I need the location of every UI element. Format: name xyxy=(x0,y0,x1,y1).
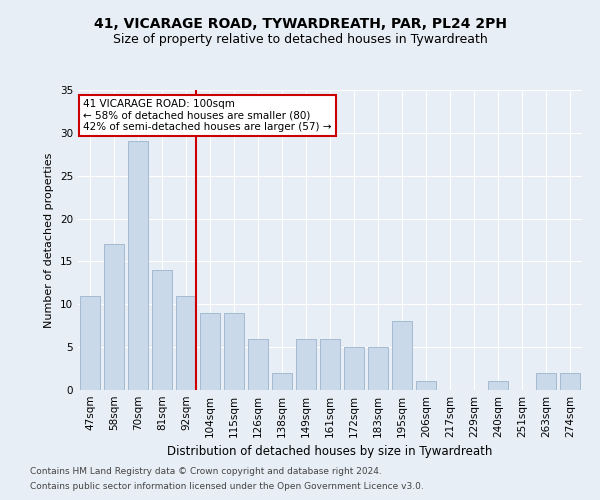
Bar xyxy=(296,338,316,390)
Bar xyxy=(416,382,436,390)
Bar xyxy=(536,373,556,390)
Bar xyxy=(104,244,124,390)
Bar xyxy=(224,313,244,390)
Bar xyxy=(200,313,220,390)
Bar xyxy=(80,296,100,390)
Bar xyxy=(152,270,172,390)
Text: 41 VICARAGE ROAD: 100sqm
← 58% of detached houses are smaller (80)
42% of semi-d: 41 VICARAGE ROAD: 100sqm ← 58% of detach… xyxy=(83,99,332,132)
Text: Contains HM Land Registry data © Crown copyright and database right 2024.: Contains HM Land Registry data © Crown c… xyxy=(30,467,382,476)
Bar xyxy=(560,373,580,390)
Text: 41, VICARAGE ROAD, TYWARDREATH, PAR, PL24 2PH: 41, VICARAGE ROAD, TYWARDREATH, PAR, PL2… xyxy=(94,18,506,32)
X-axis label: Distribution of detached houses by size in Tywardreath: Distribution of detached houses by size … xyxy=(167,446,493,458)
Bar xyxy=(176,296,196,390)
Bar xyxy=(320,338,340,390)
Bar xyxy=(488,382,508,390)
Bar xyxy=(344,347,364,390)
Bar xyxy=(368,347,388,390)
Y-axis label: Number of detached properties: Number of detached properties xyxy=(44,152,55,328)
Bar xyxy=(128,142,148,390)
Bar xyxy=(248,338,268,390)
Text: Contains public sector information licensed under the Open Government Licence v3: Contains public sector information licen… xyxy=(30,482,424,491)
Bar xyxy=(272,373,292,390)
Bar xyxy=(392,322,412,390)
Text: Size of property relative to detached houses in Tywardreath: Size of property relative to detached ho… xyxy=(113,32,487,46)
